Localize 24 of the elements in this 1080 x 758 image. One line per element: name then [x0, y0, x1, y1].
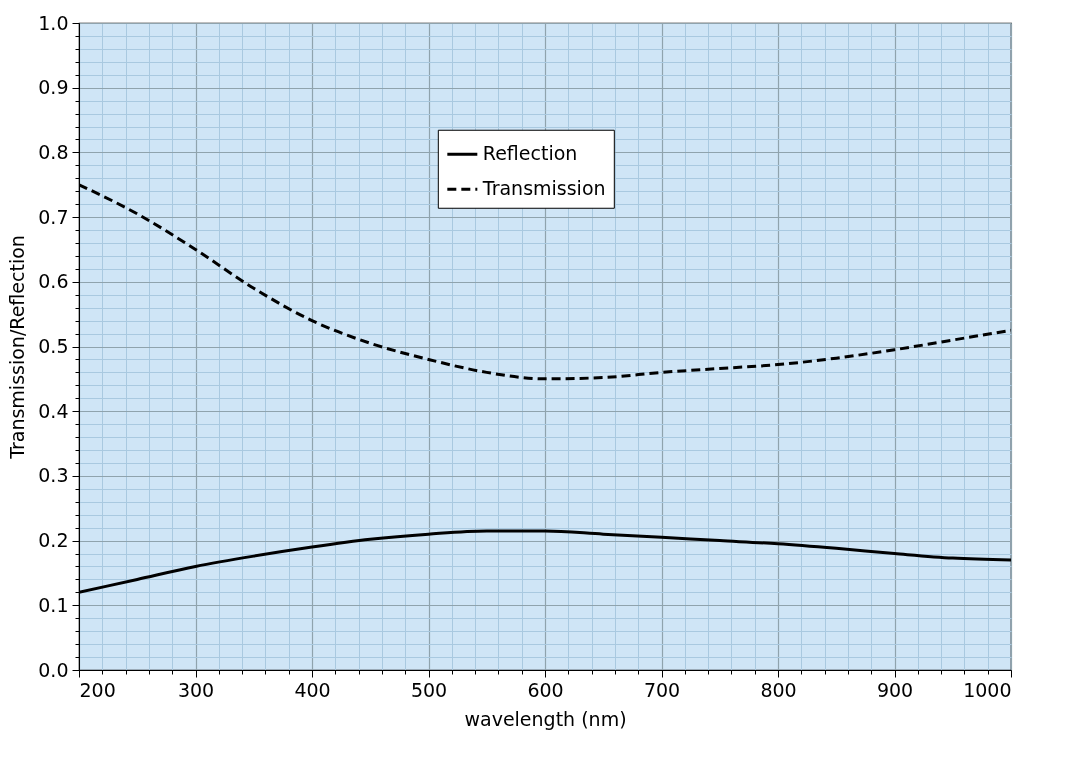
x-tick-label: 200: [79, 678, 116, 701]
y-tick-label: 0.2: [38, 529, 69, 552]
y-tick-label: 1.0: [38, 11, 69, 34]
y-tick-label: 0.4: [38, 399, 69, 422]
x-tick-label: 900: [876, 678, 914, 701]
x-tick-label: 400: [294, 678, 331, 701]
x-tick-label: 700: [643, 678, 681, 701]
y-tick-label: 0.9: [38, 76, 69, 99]
x-tick-label: 800: [760, 678, 797, 701]
y-tick-label: 0.8: [38, 140, 69, 163]
y-axis-title: Transmission/Reflection: [6, 235, 29, 460]
y-tick-label: 0.6: [38, 270, 69, 293]
x-tick-label: 300: [177, 678, 215, 701]
x-tick-label: 600: [527, 678, 564, 701]
y-tick-label: 0.5: [38, 335, 69, 357]
x-axis-title: wavelength (nm): [464, 707, 627, 730]
x-tick-label: 1000: [963, 678, 1012, 701]
x-tick-label: 500: [410, 678, 448, 701]
y-tick-label: 0.1: [38, 593, 69, 616]
legend-label: Transmission: [481, 177, 606, 200]
legend-label: Reflection: [482, 142, 578, 165]
y-tick-label: 0.7: [38, 205, 69, 228]
y-tick-label: 0.3: [38, 464, 69, 487]
y-tick-label: 0.0: [38, 658, 69, 681]
